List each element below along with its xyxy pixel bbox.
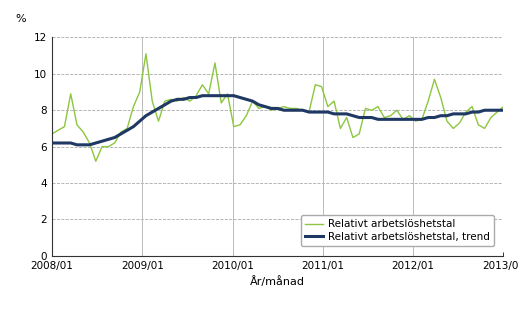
Relativt arbetslöshetstal xyxy=(438,96,444,100)
Relativt arbetslöshetstal xyxy=(469,105,475,109)
Relativt arbetslöshetstal, trend xyxy=(212,94,218,98)
Relativt arbetslöshetstal, trend xyxy=(287,108,293,112)
Legend: Relativt arbetslöshetstal, Relativt arbetslöshetstal, trend: Relativt arbetslöshetstal, Relativt arbe… xyxy=(301,215,494,246)
Relativt arbetslöshetstal xyxy=(212,61,218,65)
Relativt arbetslöshetstal xyxy=(450,127,456,130)
Text: %: % xyxy=(16,14,26,24)
Relativt arbetslöshetstal, trend xyxy=(199,94,206,98)
Relativt arbetslöshetstal xyxy=(500,105,507,109)
Line: Relativt arbetslöshetstal, trend: Relativt arbetslöshetstal, trend xyxy=(52,96,503,145)
Relativt arbetslöshetstal, trend xyxy=(500,108,507,112)
Relativt arbetslöshetstal xyxy=(162,99,168,103)
X-axis label: År/månad: År/månad xyxy=(250,276,305,287)
Relativt arbetslöshetstal xyxy=(143,52,149,56)
Relativt arbetslöshetstal, trend xyxy=(469,110,475,114)
Relativt arbetslöshetstal, trend xyxy=(49,141,55,145)
Relativt arbetslöshetstal xyxy=(287,107,293,110)
Relativt arbetslöshetstal xyxy=(49,132,55,136)
Relativt arbetslöshetstal xyxy=(93,159,99,163)
Relativt arbetslöshetstal, trend xyxy=(74,143,80,147)
Relativt arbetslöshetstal, trend xyxy=(450,112,456,116)
Line: Relativt arbetslöshetstal: Relativt arbetslöshetstal xyxy=(52,54,503,161)
Relativt arbetslöshetstal, trend xyxy=(438,114,444,118)
Relativt arbetslöshetstal, trend xyxy=(155,107,161,110)
